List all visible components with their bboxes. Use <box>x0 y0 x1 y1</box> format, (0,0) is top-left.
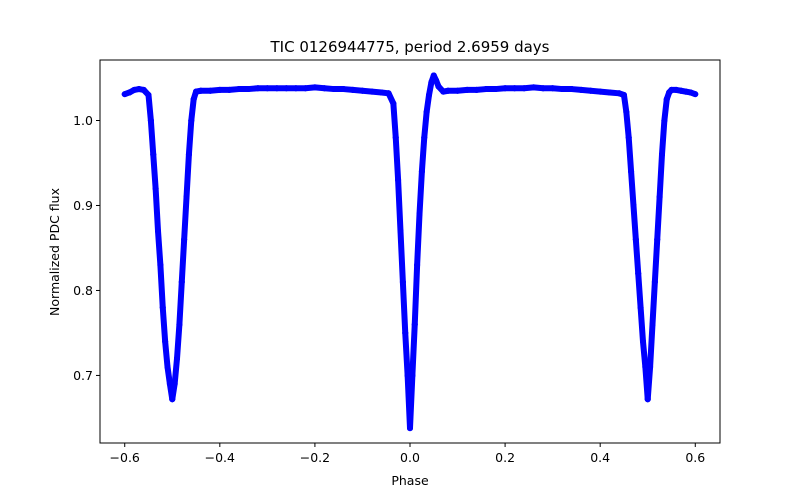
data-point-band <box>155 227 164 268</box>
data-point-band <box>145 92 154 124</box>
chart-title: TIC 0126944775, period 2.6959 days <box>269 38 549 56</box>
data-point-band <box>625 134 635 175</box>
x-tick-label: 0.6 <box>685 450 705 465</box>
data-point-band <box>390 100 399 141</box>
data-point-band <box>644 363 654 403</box>
y-tick-label: 0.9 <box>73 198 93 213</box>
y-tick-label: 1.0 <box>73 113 93 128</box>
data-point-band <box>421 109 430 141</box>
data-point-band <box>402 329 411 379</box>
data-point-band <box>397 227 406 285</box>
data-point-band <box>162 338 171 370</box>
data-point-band <box>416 168 425 217</box>
data-point-band <box>418 134 428 175</box>
data-point-band <box>185 117 195 158</box>
data-point-band <box>651 236 661 285</box>
x-tick-label: 0.0 <box>400 450 420 465</box>
y-tick-label: 0.8 <box>73 283 93 298</box>
data-point-band <box>637 304 646 345</box>
data-point-band <box>176 278 185 328</box>
y-tick-label: 0.7 <box>73 368 93 383</box>
data-point-band <box>181 193 190 243</box>
data-point-band <box>150 151 159 192</box>
data-point-band <box>399 278 409 336</box>
data-point-band <box>414 210 423 268</box>
data-point-band <box>656 151 665 200</box>
data-point-band <box>174 321 183 362</box>
data-point-band <box>635 270 644 311</box>
data-point-band <box>687 89 699 98</box>
x-tick-label: −0.2 <box>300 450 330 465</box>
data-point-band <box>152 185 162 234</box>
data-point-band <box>157 261 166 311</box>
data-point-band <box>411 261 421 328</box>
data-point-band <box>639 338 649 370</box>
x-axis-label: Phase <box>391 473 429 488</box>
data-point-band <box>623 109 632 141</box>
data-point-band <box>407 372 416 432</box>
data-point-band <box>409 321 418 379</box>
x-tick-label: 0.4 <box>590 450 610 465</box>
data-points <box>121 72 699 432</box>
data-point-band <box>658 117 668 158</box>
y-axis-label: Normalized PDC flux <box>47 188 62 316</box>
data-point-band <box>395 176 404 234</box>
data-point-band <box>628 168 637 209</box>
data-point-band <box>171 355 181 387</box>
data-point-band <box>178 236 188 285</box>
data-point-band <box>159 304 169 345</box>
data-point-band <box>183 151 192 200</box>
data-point-band <box>188 96 197 124</box>
x-tick-label: −0.4 <box>205 450 235 465</box>
x-tick-label: 0.2 <box>495 450 515 465</box>
data-point-band <box>647 321 656 370</box>
data-point-band <box>147 117 157 158</box>
data-point-band <box>392 134 402 183</box>
data-point-band <box>630 202 639 243</box>
data-point-band <box>661 96 670 124</box>
x-axis-ticks: −0.6 −0.4 −0.2 0.0 0.2 0.4 0.6 <box>110 443 705 465</box>
x-tick-label: −0.6 <box>110 450 140 465</box>
data-point-band <box>649 278 658 328</box>
data-point-band <box>654 193 663 243</box>
data-point-band <box>632 236 642 277</box>
y-axis-ticks: 0.7 0.8 0.9 1.0 <box>73 113 100 383</box>
